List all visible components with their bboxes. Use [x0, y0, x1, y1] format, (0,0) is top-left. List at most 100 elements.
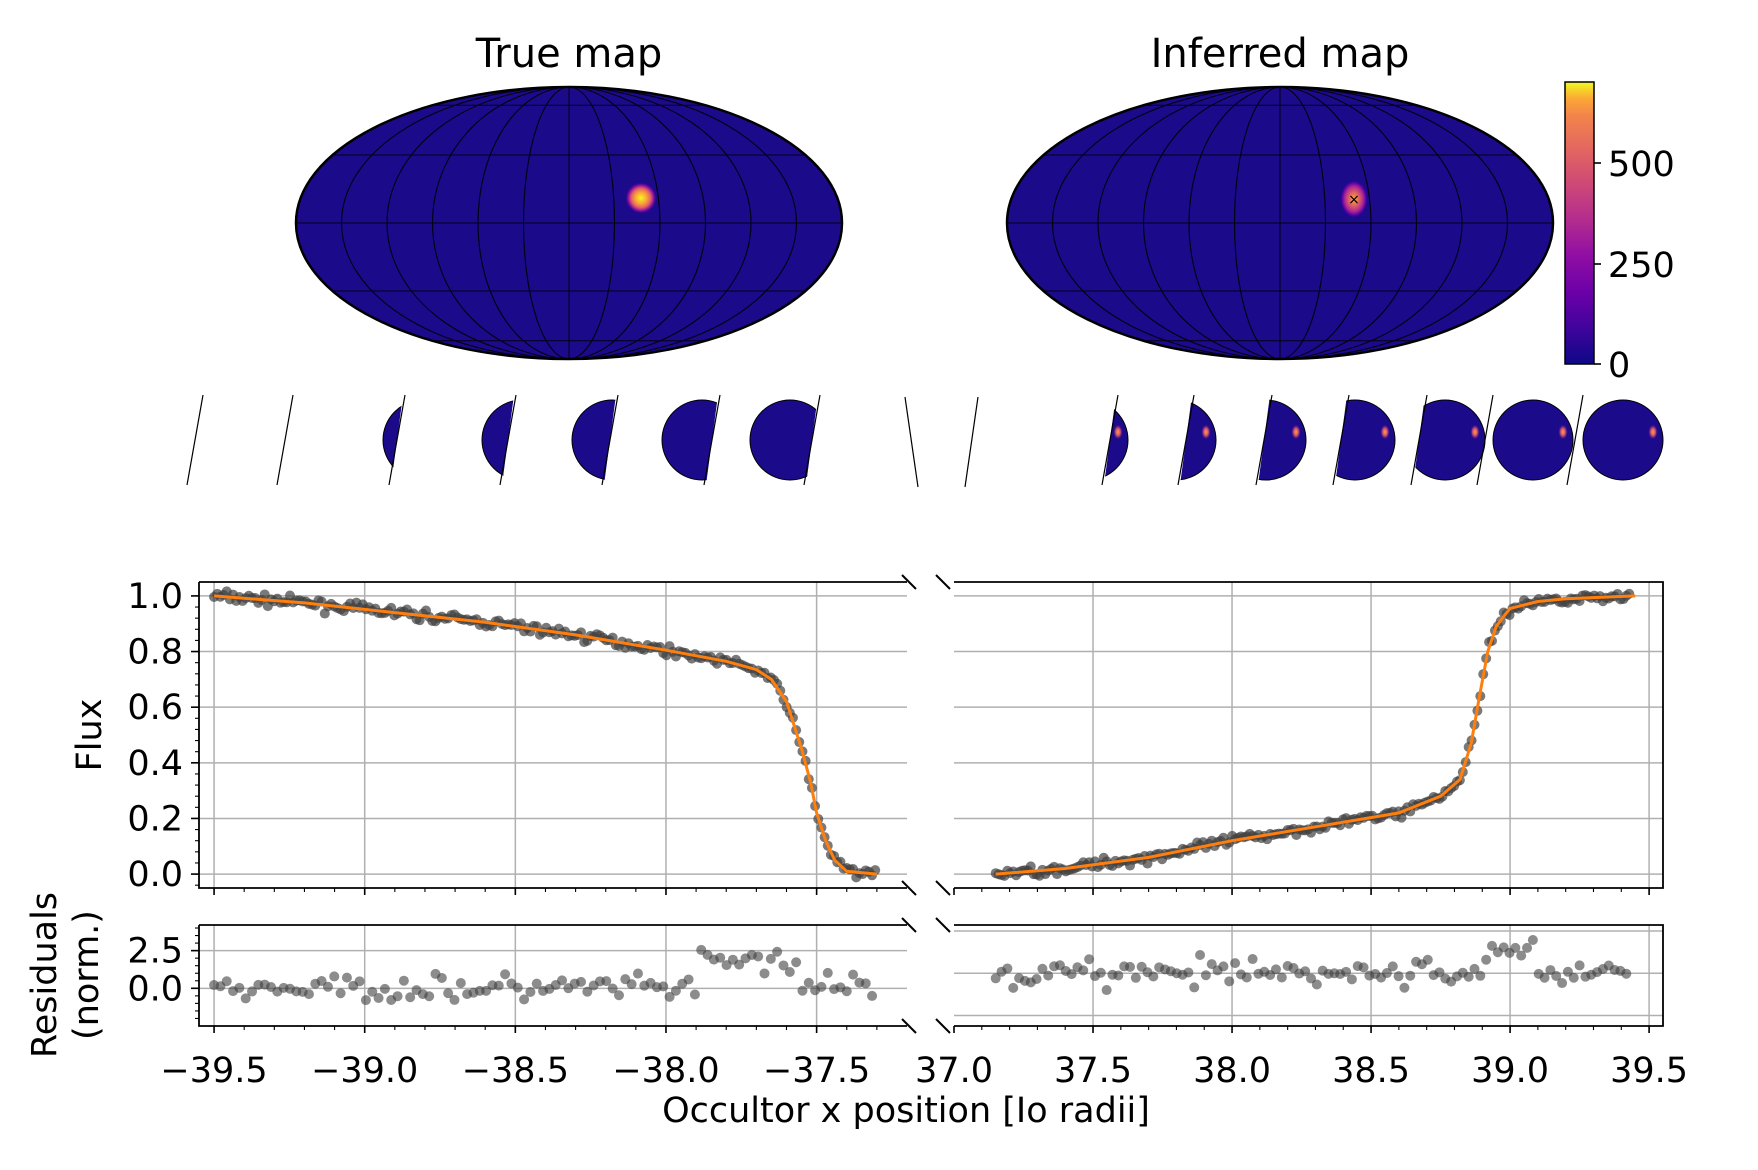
occultation-disc: [661, 399, 718, 481]
occultor-limb: [1101, 394, 1119, 486]
true-map-spot: [625, 182, 657, 214]
occultation-disc: [1104, 399, 1129, 481]
colorbar-tick-0: 0: [1608, 346, 1630, 386]
residual-point: [1487, 940, 1498, 951]
residual-point: [455, 978, 466, 989]
occultor-limb: [276, 394, 294, 486]
residual-point: [791, 957, 802, 968]
colorbar: 0 250 500: [1564, 81, 1675, 386]
residual-point: [443, 988, 454, 999]
occultation-disc: [1180, 399, 1217, 481]
residual-point: [582, 986, 593, 997]
occultation-disc: [571, 399, 616, 481]
disc-spot: [1470, 424, 1480, 440]
residual-point: [1066, 969, 1077, 980]
disc-spot: [547, 424, 557, 440]
residual-point: [531, 978, 542, 989]
residual-point: [576, 976, 587, 987]
residual-point: [1387, 961, 1398, 972]
x-tick-label: −37.5: [763, 1051, 870, 1091]
occultation-disc: [481, 399, 557, 481]
residual-point: [601, 976, 612, 987]
residual-point: [1270, 964, 1281, 975]
residual-points-egress: [990, 934, 1632, 996]
residual-point: [848, 969, 859, 980]
disc-spot: [268, 424, 278, 440]
residual-point: [1522, 942, 1533, 953]
residual-point: [329, 971, 340, 982]
residual-point: [1568, 972, 1579, 983]
residual-point: [1224, 976, 1235, 987]
residual-point: [436, 972, 447, 983]
occultation-disc: [1258, 399, 1307, 481]
residual-point: [1434, 967, 1445, 978]
residual-point: [240, 993, 251, 1004]
occultation-disc: [293, 400, 373, 480]
residual-point: [247, 986, 258, 997]
residual-point: [1189, 982, 1200, 993]
disc-spot: [448, 424, 458, 440]
residual-point: [759, 968, 770, 979]
residual-point: [360, 995, 371, 1006]
occultor-limb: [601, 394, 619, 486]
residual-point: [234, 982, 245, 993]
occultor-limb: [703, 394, 721, 486]
x-tick-label: 38.0: [1193, 1051, 1271, 1091]
residual-point: [607, 983, 618, 994]
residual-point: [1393, 971, 1404, 982]
x-tick-label: 38.5: [1332, 1051, 1410, 1091]
occultor-limb: [1410, 394, 1428, 486]
residual-point: [632, 968, 643, 979]
flux-point: [386, 602, 397, 613]
residual-point: [683, 974, 694, 985]
residual-point: [1031, 974, 1042, 985]
residual-point: [316, 976, 327, 987]
residual-point: [613, 990, 624, 1001]
residual-point: [1463, 971, 1474, 982]
occultation-disc: [1582, 399, 1664, 481]
flux-model-egress: [995, 594, 1636, 876]
inferred-map: ×: [1005, 85, 1555, 361]
residual-point: [322, 981, 333, 992]
occultation-disc: [1335, 399, 1396, 481]
residual-point: [797, 985, 808, 996]
residual-point: [658, 981, 669, 992]
flux-ytick-label: 0.0: [127, 855, 183, 895]
residuals-ylabel-line1: Residuals: [25, 892, 65, 1058]
residual-point: [1399, 982, 1410, 993]
residual-point: [303, 989, 314, 1000]
residual-point: [1358, 962, 1369, 973]
occultor-limb: [1476, 394, 1494, 486]
inferred-spot-marker: ×: [1348, 192, 1360, 208]
residual-point: [1481, 954, 1492, 965]
occultation-disc: [203, 400, 283, 480]
residual-point: [1276, 972, 1287, 983]
x-axis-label: Occultor x position [Io radii]: [662, 1091, 1150, 1131]
flux-model-ingress: [213, 594, 878, 876]
x-tick-label: −38.5: [462, 1051, 569, 1091]
residual-point: [1124, 961, 1135, 972]
occultor-limb: [1566, 394, 1584, 486]
occultation-disc: [382, 399, 458, 481]
residual-point: [734, 959, 745, 970]
occultation-disc: [749, 399, 818, 481]
residual-point: [990, 973, 1001, 984]
residual-point: [841, 986, 852, 997]
disc-spot: [1648, 424, 1658, 440]
residual-point: [1241, 972, 1252, 983]
disc-spot: [1558, 424, 1568, 440]
residual-point: [341, 972, 352, 983]
residual-point: [1527, 934, 1538, 945]
residual-point: [1084, 954, 1095, 965]
residual-point: [1230, 958, 1241, 969]
residual-point: [772, 946, 783, 957]
true-map-title: True map: [475, 31, 663, 77]
flux-ylabel: Flux: [70, 699, 110, 772]
occultor-limb: [904, 396, 919, 488]
residual-point: [670, 985, 681, 996]
inferred-map-spot: [1340, 180, 1368, 218]
residual-point: [1183, 967, 1194, 978]
flux-ytick-label: 0.6: [127, 688, 183, 728]
residual-ytick-label: 0.0: [127, 969, 183, 1009]
occultor-limb: [964, 396, 979, 488]
